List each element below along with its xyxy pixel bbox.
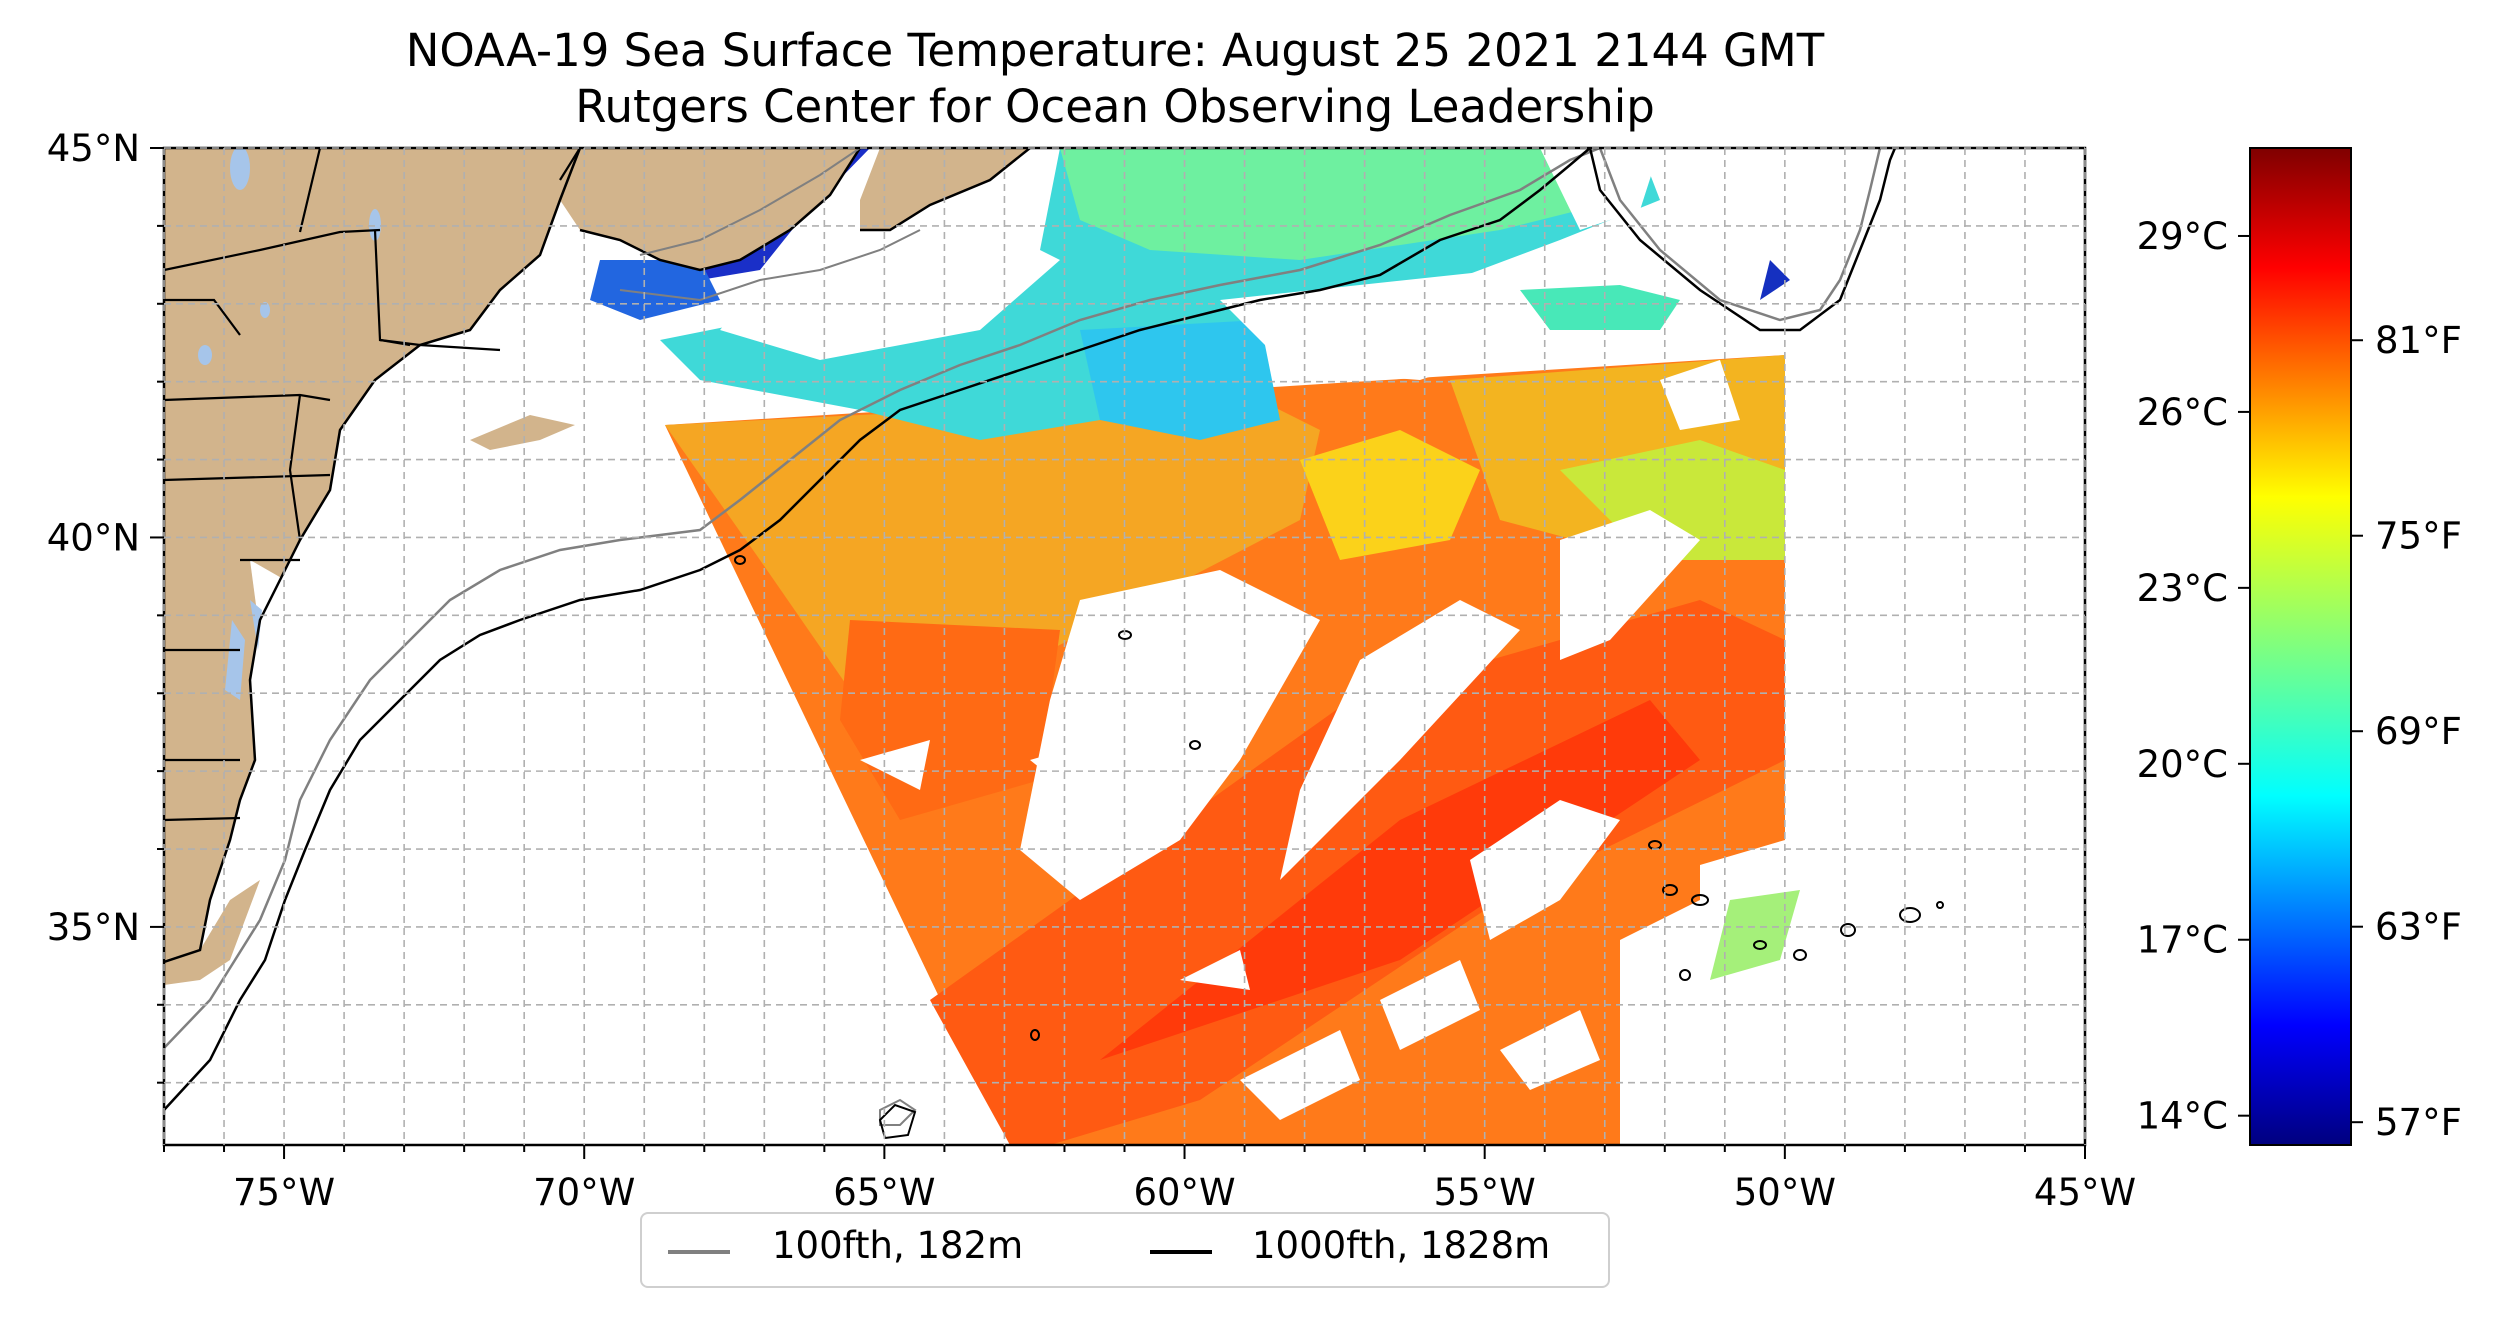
axis-ticks [150,147,2086,1159]
colorbar-fahrenheit-ticks: 57°F 63°F 69°F 75°F 81°F [2351,319,2462,1144]
coastline [164,148,582,964]
colorbar-celsius-label: 26°C [2137,391,2228,434]
legend-label-1000fth: 1000fth, 1828m [1252,1224,1551,1267]
colorbar-celsius-label: 23°C [2137,567,2228,610]
legend-swatch-100fth [668,1250,730,1254]
legend-label-100fth: 100fth, 182m [772,1224,1024,1267]
lat-tick-label: 45°N [47,127,140,170]
colorbar-fahrenheit-label: 81°F [2375,319,2462,362]
colorbar-celsius-label: 20°C [2137,743,2228,786]
lat-tick-label: 35°N [47,906,140,949]
lon-tick-label: 55°W [1434,1171,1536,1214]
lon-tick-label: 70°W [533,1171,635,1214]
colorbar-fahrenheit-label: 63°F [2375,906,2462,949]
gridlines [163,147,2086,1145]
legend-swatch-1000fth [1150,1250,1212,1254]
colorbar [2249,147,2352,1146]
lon-tick-label: 50°W [1734,1171,1836,1214]
colorbar-celsius-ticks: 14°C 17°C 20°C 23°C 26°C 29°C [2137,215,2250,1138]
legend: 100fth, 182m 1000fth, 1828m [640,1212,1610,1288]
colorbar-fahrenheit-label: 69°F [2375,710,2462,753]
contour-1000fth [164,148,1591,1111]
lon-tick-label: 45°W [2034,1171,2136,1214]
lon-tick-label: 60°W [1133,1171,1235,1214]
map-title: NOAA-19 Sea Surface Temperature: August … [405,24,1825,77]
lon-tick-label: 65°W [833,1171,935,1214]
sst-swath [590,148,1800,1145]
colorbar-celsius-label: 29°C [2137,215,2228,258]
longitude-labels: 75°W 70°W 65°W 60°W 55°W 50°W 45°W [233,1171,2136,1214]
map-subtitle: Rutgers Center for Ocean Observing Leade… [575,80,1655,133]
seamounts [734,555,1944,1041]
colorbar-celsius-label: 14°C [2137,1095,2228,1138]
contour-100fth [164,148,1601,1049]
lat-tick-label: 40°N [47,516,140,559]
latitude-labels: 45°N 40°N 35°N [47,127,140,949]
colorbar-fahrenheit-label: 75°F [2375,515,2462,558]
colorbar-fahrenheit-label: 57°F [2375,1101,2462,1144]
lon-tick-label: 75°W [233,1171,335,1214]
colorbar-celsius-label: 17°C [2137,919,2228,962]
